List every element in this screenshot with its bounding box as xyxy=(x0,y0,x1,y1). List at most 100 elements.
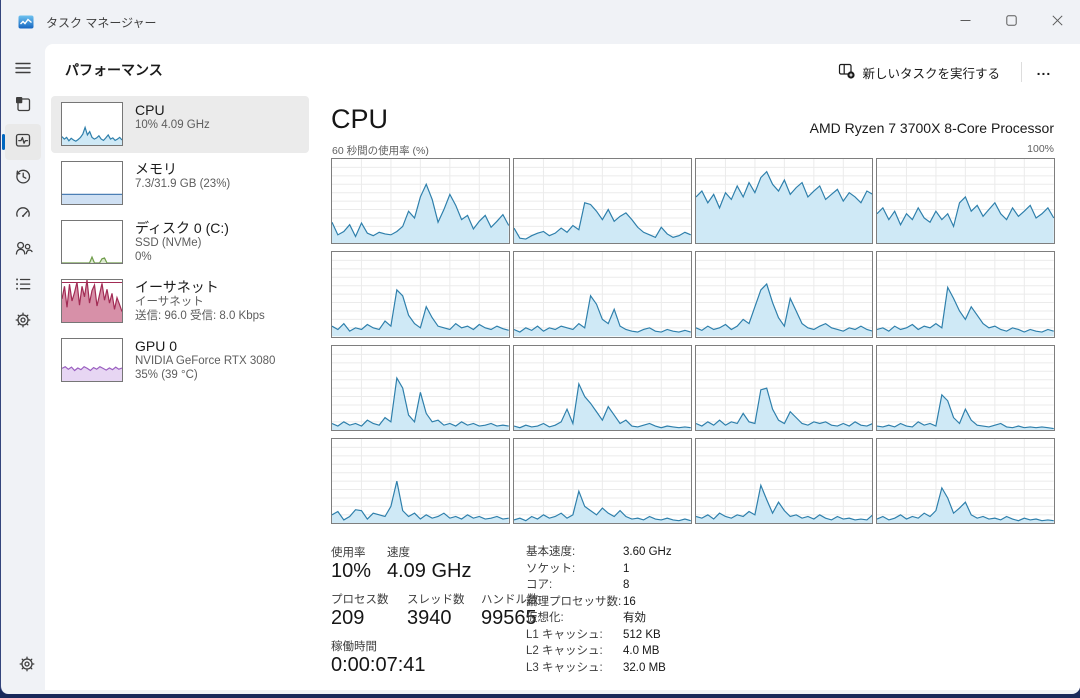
close-button[interactable] xyxy=(1034,0,1080,40)
run-new-task-icon xyxy=(838,62,856,82)
memory-item-title: メモリ xyxy=(135,161,177,177)
cores-value: 8 xyxy=(623,579,630,591)
gpu-thumbnail xyxy=(61,338,123,382)
nav-item-users[interactable] xyxy=(5,232,41,268)
hamburger-icon xyxy=(13,58,33,83)
logical-processors-value: 16 xyxy=(623,595,636,608)
cpu-core-chart xyxy=(694,251,874,338)
disk-item-sub1: SSD (NVMe) xyxy=(135,237,202,249)
disk-item-sub2: 0% xyxy=(135,250,152,263)
base-speed-label: 基本速度: xyxy=(526,546,576,558)
gpu-item-title: GPU 0 xyxy=(135,338,178,354)
disk-item-title: ディスク 0 (C:) xyxy=(135,220,229,236)
cpu-core-chart xyxy=(512,251,692,338)
usage-label: 使用率 xyxy=(331,547,366,559)
cpu-core-chart xyxy=(694,344,874,431)
cpu-core-chart xyxy=(876,251,1055,338)
cpu-page-title: CPU xyxy=(331,104,389,134)
ethernet-item-sub2: 送信: 96.0 受信: 8.0 Kbps xyxy=(135,309,265,322)
performance-list: CPU 10% 4.09 GHz メモリ 7.3/31.9 GB (23%) デ… xyxy=(51,96,309,391)
cpu-core-chart xyxy=(331,344,510,431)
memory-thumbnail xyxy=(61,161,123,205)
window-controls xyxy=(942,0,1080,40)
cores-label: コア: xyxy=(526,579,553,591)
uptime-value: 0:00:07:41 xyxy=(331,654,426,676)
speed-value: 4.09 GHz xyxy=(387,560,472,582)
logical-processor-grid xyxy=(331,158,1055,524)
l3-cache-label: L3 キャッシュ: xyxy=(526,661,603,674)
cpu-item-sub: 10% 4.09 GHz xyxy=(135,119,210,131)
threads-value: 3940 xyxy=(407,607,452,629)
cpu-core-chart xyxy=(876,437,1055,524)
maximize-button[interactable] xyxy=(988,0,1034,40)
cpu-thumbnail xyxy=(61,102,123,146)
cpu-core-chart xyxy=(512,158,692,245)
cpu-core-chart xyxy=(876,344,1055,431)
cpu-core-chart xyxy=(694,437,874,524)
base-speed-value: 3.60 GHz xyxy=(623,546,672,558)
l3-cache-value: 32.0 MB xyxy=(623,661,666,674)
sidebar-item-gpu[interactable]: GPU 0 NVIDIA GeForce RTX 3080 35% (39 °C… xyxy=(51,332,309,389)
nav-item-processes[interactable] xyxy=(5,88,41,124)
ethernet-thumbnail xyxy=(61,279,123,323)
cpu-core-chart xyxy=(331,437,510,524)
hamburger-menu-button[interactable] xyxy=(5,52,41,88)
virtualization-label: 仮想化: xyxy=(526,612,564,624)
nav-item-settings[interactable] xyxy=(9,648,45,684)
cpu-core-chart xyxy=(876,158,1055,245)
content-panel: パフォーマンス 新しいタスクを実行する ... CPU 10% 4.09 GHz… xyxy=(45,44,1080,690)
speed-label: 速度 xyxy=(387,547,410,559)
sidebar-item-memory[interactable]: メモリ 7.3/31.9 GB (23%) xyxy=(51,155,309,212)
cpu-stats-right: 基本速度: 3.60 GHz ソケット: 1 コア: 8 論理プロセッサ数: 16 仮想… xyxy=(526,544,672,676)
cpu-model-name: AMD Ryzen 7 3700X 8-Core Processor xyxy=(809,120,1054,136)
nav-item-startup-apps[interactable] xyxy=(5,196,41,232)
header-divider xyxy=(1021,62,1022,82)
run-new-task-button[interactable]: 新しいタスクを実行する xyxy=(830,57,1008,87)
more-options-button[interactable]: ... xyxy=(1036,62,1052,78)
processes-icon xyxy=(13,94,33,119)
l1-cache-value: 512 KB xyxy=(623,628,661,641)
ethernet-item-title: イーサネット xyxy=(135,279,219,295)
page-title: パフォーマンス xyxy=(65,62,163,78)
l2-cache-value: 4.0 MB xyxy=(623,645,660,657)
axis-label-left: 60 秒間の使用率 (%) xyxy=(332,145,429,157)
disk-thumbnail xyxy=(61,220,123,264)
memory-item-sub: 7.3/31.9 GB (23%) xyxy=(135,178,231,190)
app-history-icon xyxy=(13,166,33,191)
run-new-task-label: 新しいタスクを実行する xyxy=(862,66,1000,81)
nav-rail xyxy=(1,44,45,690)
handles-value: 99565 xyxy=(481,607,537,629)
minimize-button[interactable] xyxy=(942,0,988,40)
services-icon xyxy=(13,310,33,335)
uptime-label: 稼働時間 xyxy=(331,641,377,653)
sockets-value: 1 xyxy=(623,562,630,575)
sockets-label: ソケット: xyxy=(526,562,576,575)
settings-icon xyxy=(17,654,37,679)
nav-item-details[interactable] xyxy=(5,268,41,304)
virtualization-value: 有効 xyxy=(623,612,646,624)
l2-cache-label: L2 キャッシュ: xyxy=(526,645,603,657)
processes-value: 209 xyxy=(331,607,365,629)
sidebar-item-cpu[interactable]: CPU 10% 4.09 GHz xyxy=(51,96,309,153)
logical-processors-label: 論理プロセッサ数: xyxy=(526,595,622,608)
cpu-stats-left: 使用率 速度 10% 4.09 GHz プロセス数 スレッド数 ハンドル数 20… xyxy=(331,544,581,694)
task-manager-app-icon xyxy=(18,14,34,30)
nav-item-app-history[interactable] xyxy=(5,160,41,196)
window-title: タスク マネージャー xyxy=(46,15,157,30)
performance-icon xyxy=(13,130,33,155)
nav-item-performance[interactable] xyxy=(2,124,41,160)
sidebar-item-disk[interactable]: ディスク 0 (C:) SSD (NVMe) 0% xyxy=(51,214,309,271)
sidebar-item-ethernet[interactable]: イーサネット イーサネット 送信: 96.0 受信: 8.0 Kbps xyxy=(51,273,309,330)
gpu-item-sub1: NVIDIA GeForce RTX 3080 xyxy=(135,355,276,367)
users-icon xyxy=(13,238,33,263)
cpu-core-chart xyxy=(512,344,692,431)
axis-label-right: 100% xyxy=(1027,143,1054,155)
details-icon xyxy=(13,274,33,299)
nav-item-services[interactable] xyxy=(5,304,41,340)
startup-apps-icon xyxy=(13,202,33,227)
handles-label: ハンドル数 xyxy=(481,594,539,606)
cpu-core-chart xyxy=(331,158,510,245)
cpu-core-chart xyxy=(331,251,510,338)
cpu-item-title: CPU xyxy=(135,102,165,118)
